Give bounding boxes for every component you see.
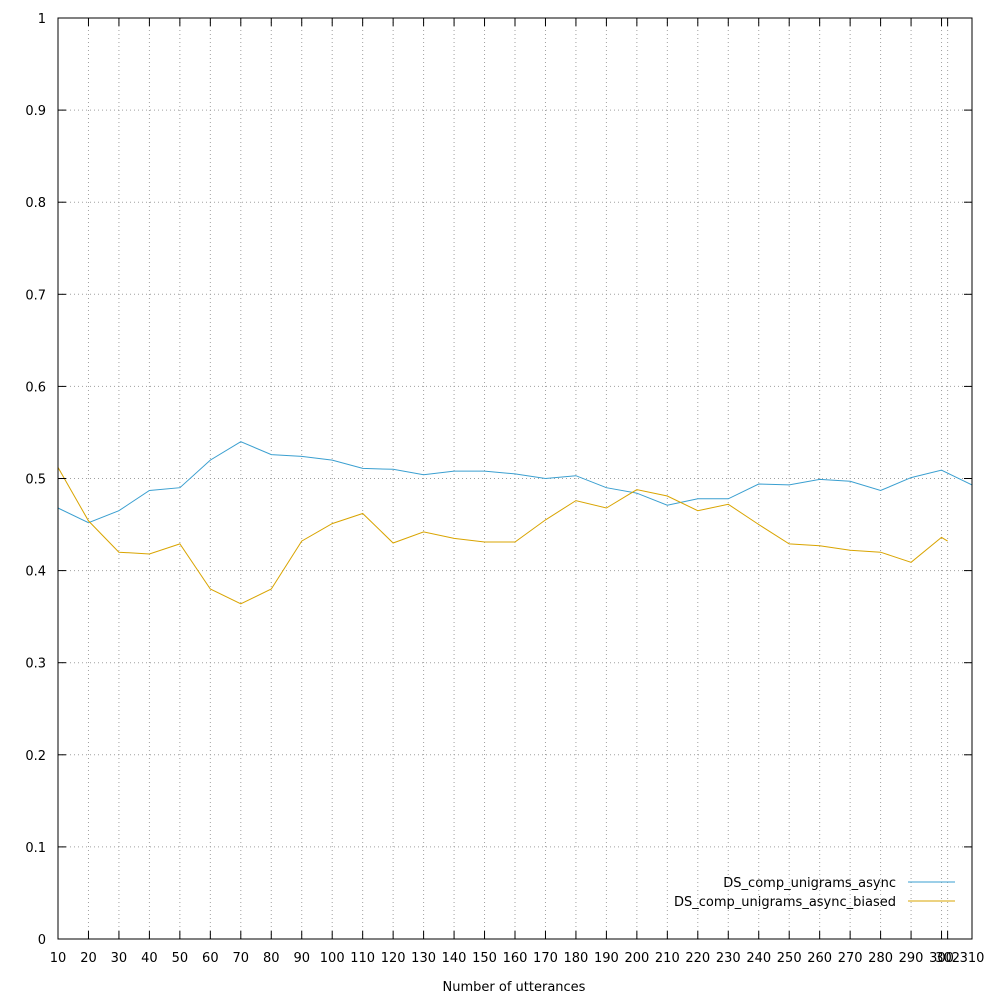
y-tick-label: 0.6 [25, 380, 46, 395]
x-tick-label: 40 [141, 951, 158, 966]
y-tick-label: 0.1 [25, 841, 46, 856]
legend-label: DS_comp_unigrams_async [723, 876, 896, 891]
axis-ticks [57, 17, 973, 940]
x-tick-label: 110 [350, 951, 375, 966]
x-tick-label: 60 [202, 951, 219, 966]
x-tick-label: 210 [655, 951, 680, 966]
x-axis-title: Number of utterances [443, 980, 586, 995]
grid [58, 18, 972, 939]
y-tick-label: 0 [38, 933, 46, 948]
x-tick-label: 10 [50, 951, 67, 966]
x-tick-label: 160 [503, 951, 528, 966]
series-line-1 [57, 441, 973, 524]
x-tick-label: 230 [716, 951, 741, 966]
x-tick-label: 30 [111, 951, 128, 966]
x-tick-label: 302 [935, 951, 960, 966]
y-tick-label: 1 [38, 12, 46, 27]
y-tick-label: 0.9 [25, 104, 46, 119]
y-tick-label: 0.3 [25, 657, 46, 672]
x-tick-label: 240 [746, 951, 771, 966]
x-tick-label: 280 [868, 951, 893, 966]
x-tick-label: 300 [929, 951, 954, 966]
x-tick-label: 150 [472, 951, 497, 966]
x-tick-label: 20 [80, 951, 97, 966]
x-tick-label: 180 [564, 951, 589, 966]
x-tick-label: 260 [807, 951, 832, 966]
x-tick-label: 200 [624, 951, 649, 966]
y-tick-label: 0.5 [25, 473, 46, 488]
x-tick-label: 270 [838, 951, 863, 966]
x-tick-label: 220 [685, 951, 710, 966]
legend-label: DS_comp_unigrams_async_biased [674, 895, 896, 910]
series-line-2 [57, 467, 948, 605]
x-tick-label: 120 [381, 951, 406, 966]
y-tick-label: 0.8 [25, 196, 46, 211]
x-tick-label: 250 [777, 951, 802, 966]
x-tick-label: 170 [533, 951, 558, 966]
x-tick-label: 50 [172, 951, 189, 966]
y-tick-label: 0.7 [25, 288, 46, 303]
x-tick-label: 70 [233, 951, 250, 966]
x-tick-label: 90 [293, 951, 310, 966]
y-tick-label: 0.4 [25, 565, 46, 580]
x-tick-label: 80 [263, 951, 280, 966]
x-tick-label: 130 [411, 951, 436, 966]
x-tick-label: 100 [320, 951, 345, 966]
x-tick-label: 290 [899, 951, 924, 966]
x-tick-label: 310 [960, 951, 985, 966]
series-lines [57, 441, 973, 605]
x-tick-label: 140 [442, 951, 467, 966]
y-tick-label: 0.2 [25, 749, 46, 764]
x-tick-label: 190 [594, 951, 619, 966]
legend: DS_comp_unigrams_async DS_comp_unigrams_a… [674, 876, 955, 910]
